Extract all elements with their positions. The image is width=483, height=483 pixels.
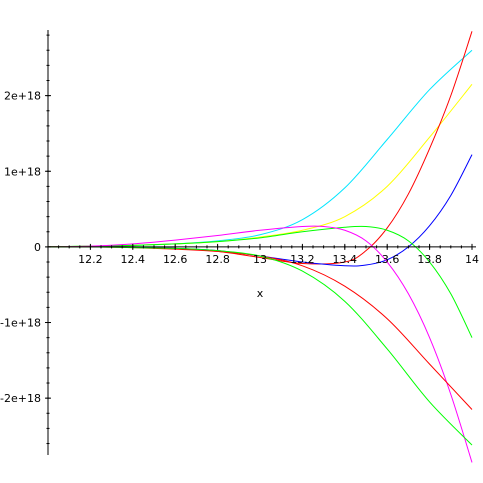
series-line-7 — [47, 246, 473, 410]
y-tick-label: -2e+18 — [0, 392, 41, 405]
x-tick-label: 13.2 — [290, 253, 315, 266]
axes-layer — [47, 30, 476, 455]
tick-layer: 12.2 12.4 12.6 12.8 13 13.2 13.4 13.6 13.8 14 2e+1… — [0, 34, 479, 445]
x-tick-label: 13.4 — [333, 253, 358, 266]
y-tick-label: 0 — [34, 241, 41, 254]
y-tick-label: 1e+18 — [4, 165, 41, 178]
x-tick-label: 14 — [465, 253, 479, 266]
series-line-6 — [47, 225, 473, 463]
x-tick-label: 12.8 — [205, 253, 230, 266]
x-axis-label: x — [257, 287, 264, 300]
series-line-1 — [47, 49, 473, 248]
series-line-8 — [47, 246, 473, 446]
y-tick-label: -1e+18 — [0, 317, 41, 330]
series-line-5 — [47, 225, 473, 338]
x-tick-label: 12.6 — [163, 253, 188, 266]
x-tick-label: 12.4 — [121, 253, 146, 266]
x-tick-label: 13.6 — [375, 253, 400, 266]
series-line-3 — [48, 31, 473, 265]
y-tick-label: 2e+18 — [4, 90, 41, 103]
x-tick-label: 13.8 — [417, 253, 442, 266]
series-line-2 — [47, 83, 473, 248]
x-tick-label: 13 — [253, 253, 267, 266]
x-tick-label: 12.2 — [78, 253, 103, 266]
